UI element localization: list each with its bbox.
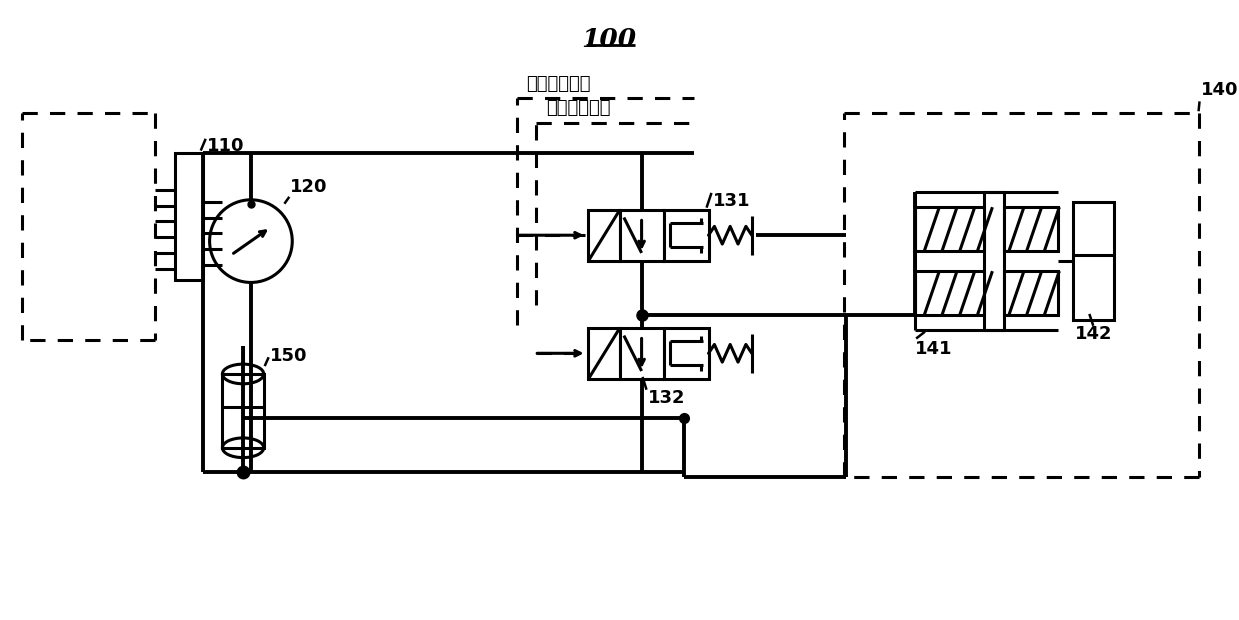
Bar <box>620 328 664 379</box>
Text: 120: 120 <box>290 178 328 196</box>
Text: 131: 131 <box>712 192 750 210</box>
Bar <box>664 328 709 379</box>
Bar <box>222 374 264 448</box>
Text: 第一控制指令: 第一控制指令 <box>546 99 611 117</box>
Bar <box>620 210 664 261</box>
Text: 132: 132 <box>648 389 685 407</box>
Text: 150: 150 <box>270 347 307 365</box>
Polygon shape <box>1004 271 1058 315</box>
Bar <box>589 328 620 379</box>
Polygon shape <box>916 206 984 251</box>
Text: 142: 142 <box>1074 325 1113 343</box>
Polygon shape <box>1004 206 1058 251</box>
Bar <box>984 192 1004 330</box>
Text: 第二控制指令: 第二控制指令 <box>527 74 591 92</box>
Text: 140: 140 <box>1201 81 1238 99</box>
Text: 110: 110 <box>207 137 244 155</box>
Text: 141: 141 <box>916 340 953 358</box>
Text: 100: 100 <box>581 27 637 51</box>
Bar <box>1073 202 1114 320</box>
Bar <box>664 210 709 261</box>
Bar <box>175 153 203 280</box>
Bar <box>589 210 620 261</box>
Polygon shape <box>916 271 984 315</box>
